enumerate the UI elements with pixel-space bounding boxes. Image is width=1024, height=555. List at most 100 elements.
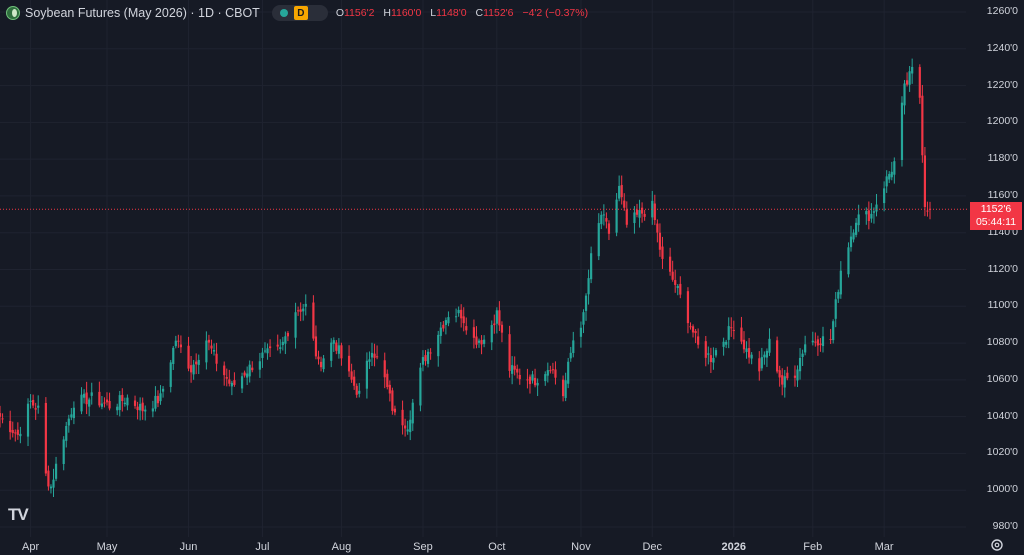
candle-body: [600, 214, 603, 225]
candle-body: [312, 302, 315, 339]
candle-body: [90, 392, 93, 396]
candle-body: [801, 353, 804, 358]
low-value: 1148'0: [436, 7, 467, 19]
candle-body: [228, 379, 231, 384]
candle-body: [123, 402, 126, 405]
candle-body: [251, 367, 254, 371]
candle-body: [179, 344, 183, 348]
symbol-title[interactable]: Soybean Futures (May 2026) · 1D · CBOT: [25, 6, 260, 20]
candle-body: [340, 345, 343, 359]
candle-body: [661, 246, 664, 259]
candle-body: [215, 353, 218, 364]
candle-body: [921, 95, 924, 156]
candle-body: [355, 385, 358, 395]
candle-body: [849, 236, 853, 248]
candle-body: [141, 402, 144, 412]
candle-body: [918, 67, 921, 98]
candle-body: [816, 339, 819, 346]
candle-body: [495, 310, 498, 324]
candle-body: [582, 312, 585, 325]
candle-body: [258, 361, 261, 370]
candle-body: [832, 321, 835, 341]
time-tick-label: Dec: [642, 541, 663, 553]
candle-body: [281, 341, 284, 346]
candle-body: [900, 102, 904, 160]
candle-body: [460, 309, 463, 319]
candle-body: [480, 340, 483, 345]
candle-body: [643, 213, 646, 217]
candle-body: [465, 326, 468, 331]
candle-body: [195, 361, 198, 365]
candle-body: [885, 176, 888, 187]
candle-body: [905, 80, 909, 85]
candle-body: [284, 336, 287, 344]
candle-body: [302, 308, 305, 312]
candle-body: [732, 329, 735, 331]
candle-body: [454, 316, 458, 318]
candle-body: [500, 324, 504, 333]
candle-body: [584, 295, 588, 311]
candle-body: [893, 161, 896, 175]
candle-body: [9, 420, 12, 433]
candle-body: [240, 376, 244, 389]
bar-countdown: 05:44:11: [975, 216, 1017, 228]
candle-body: [67, 418, 70, 426]
market-status-pill[interactable]: D: [271, 5, 328, 21]
candle-body: [475, 336, 478, 345]
candle-body: [651, 200, 654, 218]
candle-body: [44, 402, 47, 474]
candle-body: [299, 309, 302, 312]
candle-body: [633, 212, 636, 224]
candle-body: [230, 382, 233, 387]
candle-body: [620, 185, 623, 198]
candle-body: [322, 358, 325, 370]
candle-body: [263, 350, 267, 352]
candle-body: [857, 214, 860, 226]
last-price-tag: 1152'6 05:44:11: [970, 202, 1022, 230]
candle-body: [768, 338, 771, 353]
candle-body: [370, 352, 374, 358]
soybean-symbol-icon[interactable]: [6, 6, 20, 20]
candle-body: [640, 207, 644, 214]
candle-body: [210, 345, 213, 349]
price-tick-label: 1220'0: [986, 78, 1018, 91]
candle-body: [829, 338, 832, 340]
candle-body: [669, 256, 672, 272]
candle-body: [126, 397, 129, 406]
candle-body: [243, 372, 246, 376]
candle-body: [783, 376, 786, 388]
candle-body: [867, 210, 870, 221]
candle-body: [156, 395, 160, 404]
candle-body: [223, 365, 226, 376]
candle-body: [714, 350, 718, 356]
candle-body: [758, 358, 761, 372]
time-tick-label: Aug: [331, 541, 352, 553]
candle-body: [314, 336, 318, 357]
candle-body: [419, 367, 422, 406]
close-value: 1152'6: [483, 7, 514, 19]
candle-body: [602, 214, 605, 216]
candle-body: [597, 223, 600, 257]
candles: [0, 58, 932, 498]
candle-body: [926, 210, 929, 212]
candle-body: [872, 211, 876, 213]
candle-body: [207, 339, 211, 343]
market-status-dot-icon: [279, 9, 288, 17]
candle-body: [393, 408, 397, 413]
open-label: O: [335, 7, 344, 19]
candle-body: [332, 340, 335, 344]
candle-body: [29, 400, 32, 402]
candle-body: [294, 312, 297, 338]
candle-body: [533, 377, 537, 386]
tradingview-logo[interactable]: TV: [8, 505, 29, 524]
candle-body: [429, 352, 432, 354]
gear-icon[interactable]: [990, 538, 1004, 552]
candle-body: [161, 388, 165, 392]
candle-body: [386, 373, 389, 387]
candle-body: [47, 470, 50, 487]
candle-body: [82, 393, 86, 398]
candle-body: [406, 429, 409, 432]
candle-body: [85, 392, 88, 405]
candle-body: [375, 356, 379, 358]
